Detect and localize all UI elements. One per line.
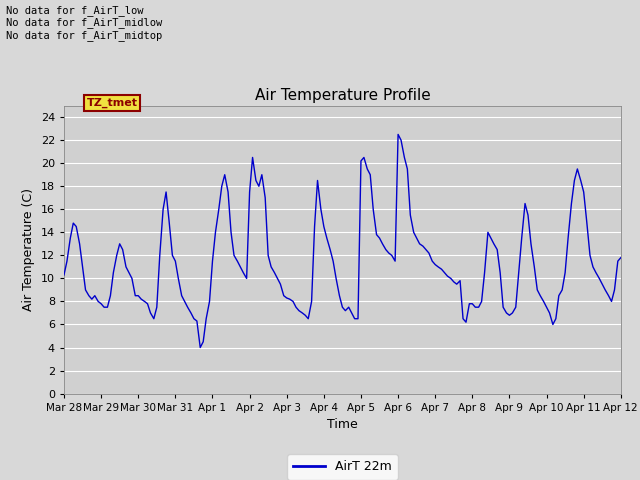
Y-axis label: Air Temperature (C): Air Temperature (C) [22,188,35,311]
X-axis label: Time: Time [327,418,358,431]
Title: Air Temperature Profile: Air Temperature Profile [255,88,430,103]
Legend: AirT 22m: AirT 22m [287,454,397,480]
Text: No data for f_AirT_low
No data for f_AirT_midlow
No data for f_AirT_midtop: No data for f_AirT_low No data for f_Air… [6,5,163,41]
Text: TZ_tmet: TZ_tmet [86,98,138,108]
